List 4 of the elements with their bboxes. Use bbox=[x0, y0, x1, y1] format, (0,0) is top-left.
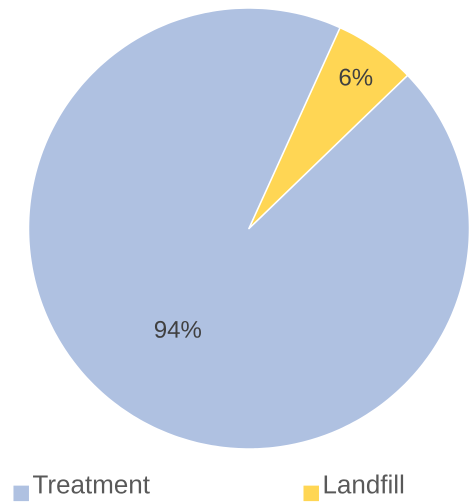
legend-label: Treatment bbox=[33, 475, 150, 494]
data-label: 6% bbox=[340, 68, 372, 86]
legend-label: Landfill bbox=[324, 474, 404, 494]
data-label: 94% bbox=[154, 320, 201, 338]
